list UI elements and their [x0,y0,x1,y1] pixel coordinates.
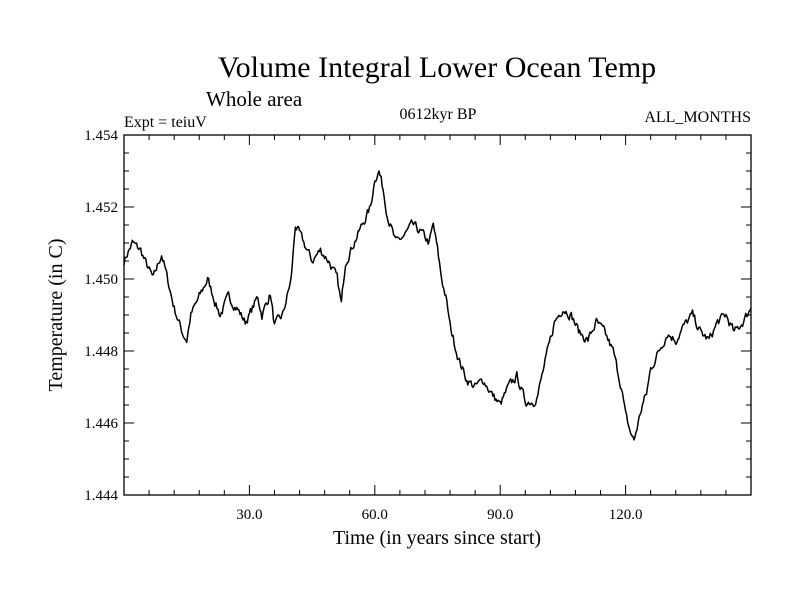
y-tick-label: 1.454 [84,128,118,144]
y-axis-label: Temperature (in C) [45,239,67,392]
x-tick-label: 60.0 [362,507,388,523]
temperature-series-line [123,170,752,441]
period-label: 0612kyr BP [400,106,477,123]
y-tick-label: 1.452 [84,200,118,216]
y-tick-label: 1.448 [84,344,118,360]
x-tick-label: 90.0 [487,507,513,523]
chart-subtitle: Whole area [206,87,303,111]
x-axis-label: Time (in years since start) [333,527,541,549]
experiment-label: Expt = teiuV [124,114,207,131]
months-label: ALL_MONTHS [644,109,751,126]
y-tick-label: 1.450 [84,272,118,288]
axis-ticks [123,134,752,496]
tick-labels: 30.0 60.0 90.0 120.0 1.444 1.446 1.448 1.450 1.4… [84,128,642,523]
y-tick-label: 1.444 [84,488,118,504]
chart-title: Volume Integral Lower Ocean Temp [218,51,656,84]
y-tick-label: 1.446 [84,416,118,432]
plot-frame [123,134,752,496]
x-tick-label: 30.0 [236,507,262,523]
x-tick-label: 120.0 [609,507,643,523]
